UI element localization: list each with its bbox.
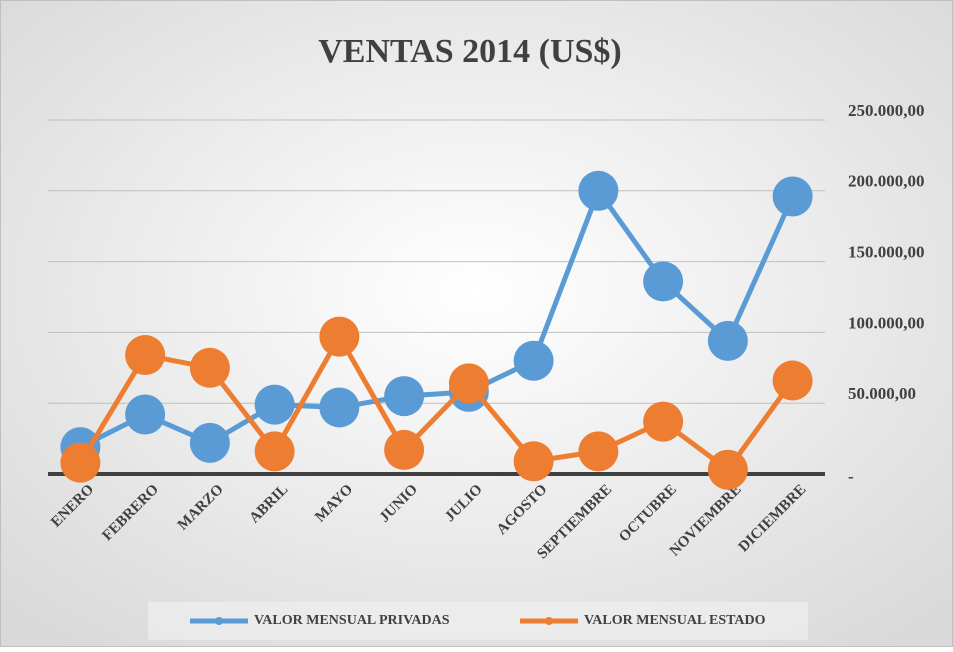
legend-box — [148, 602, 808, 640]
data-point — [643, 261, 684, 302]
data-point — [448, 363, 489, 404]
data-point — [578, 170, 619, 211]
data-point — [189, 422, 230, 463]
y-tick-label: 50.000,00 — [848, 384, 916, 403]
chart-title: VENTAS 2014 (US$) — [318, 33, 622, 70]
data-point — [707, 449, 748, 490]
legend-label: VALOR MENSUAL ESTADO — [584, 613, 766, 628]
data-point — [707, 320, 748, 361]
data-point — [319, 316, 360, 357]
y-tick-label: 100.000,00 — [848, 313, 925, 332]
data-point — [578, 431, 619, 472]
data-point — [513, 340, 554, 381]
y-tick-label: - — [848, 467, 854, 486]
data-point — [772, 176, 813, 217]
legend-label: VALOR MENSUAL PRIVADAS — [254, 613, 450, 628]
data-point — [513, 441, 554, 482]
data-point — [125, 335, 166, 376]
y-tick-label: 200.000,00 — [848, 172, 925, 191]
data-point — [254, 384, 295, 425]
data-point — [60, 442, 101, 483]
data-point — [384, 429, 425, 470]
data-point — [125, 394, 166, 435]
y-tick-label: 250.000,00 — [848, 101, 925, 120]
legend-marker — [545, 617, 553, 625]
data-point — [643, 401, 684, 442]
y-tick-label: 150.000,00 — [848, 243, 925, 262]
legend-marker — [215, 617, 223, 625]
data-point — [384, 376, 425, 417]
data-point — [189, 347, 230, 388]
data-point — [254, 431, 295, 472]
data-point — [772, 360, 813, 401]
data-point — [319, 387, 360, 428]
